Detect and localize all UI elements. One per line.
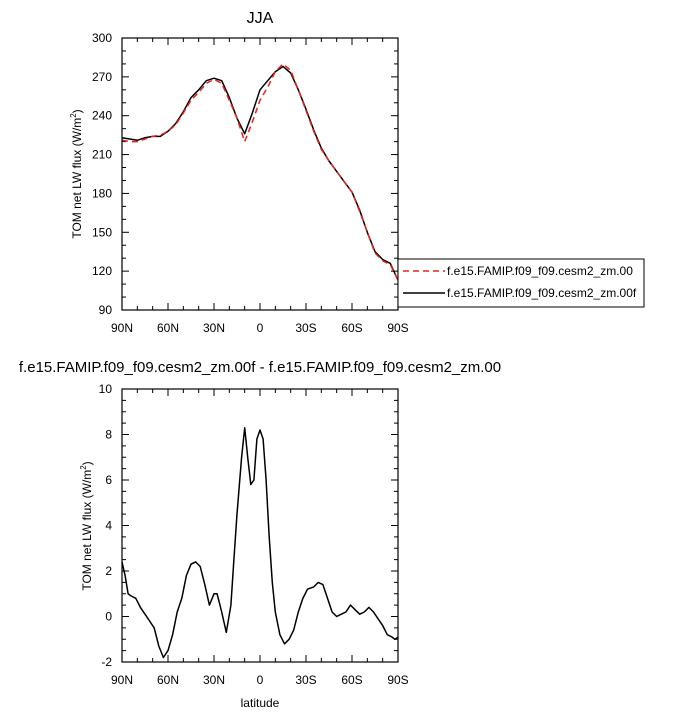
bottom-plot-frame [121, 388, 399, 663]
top-series-lines [121, 63, 399, 281]
top-y-axis-label: TOM net LW flux (W/m2) [69, 109, 84, 238]
top-y-tick-label: 120 [92, 264, 112, 278]
top-y-tick-label: 210 [92, 148, 112, 162]
top-plot-frame [121, 37, 399, 311]
top-x-tick-label: 60N [157, 321, 179, 335]
top-x-tick-label: 60S [341, 321, 362, 335]
top-y-tick-label: 90 [99, 303, 113, 317]
top-y-tick-label: 240 [92, 109, 112, 123]
legend-label-series-2: f.e15.FAMIP.f09_f09.cesm2_zm.00f [447, 286, 637, 300]
bottom-series-line-1 [121, 426, 399, 659]
top-y-tick-label: 300 [92, 31, 112, 45]
bottom-y-tick-label: 10 [99, 382, 113, 396]
top-series-line-2 [121, 65, 399, 281]
bottom-y-tick-label: 2 [105, 564, 112, 578]
bottom-y-tick-label: 8 [105, 428, 112, 442]
bottom-y-tick-label: 6 [105, 473, 112, 487]
bottom-x-tick-label: 60N [157, 673, 179, 687]
legend-box [397, 258, 645, 308]
bottom-x-axis-label: latitude [241, 696, 280, 710]
bottom-axis-ticks: 90N 60N 30N 0 30S 60S 90S -2 0 2 4 6 8 10 [99, 382, 409, 687]
bottom-y-tick-label: -2 [101, 655, 112, 669]
top-y-tick-label: 150 [92, 225, 112, 239]
bottom-x-tick-label: 90S [387, 673, 408, 687]
top-y-tick-label: 180 [92, 186, 112, 200]
bottom-y-tick-label: 4 [105, 519, 112, 533]
bottom-x-tick-label: 0 [257, 673, 264, 687]
top-x-tick-label: 30N [203, 321, 225, 335]
bottom-x-tick-label: 30N [203, 673, 225, 687]
top-panel: JJA 90N 60N 30N 0 30S 60S 90S 90 120 150 180 210 240… [69, 10, 645, 335]
bottom-y-axis-label: TOM net LW flux (W/m2) [79, 461, 94, 590]
top-axis-ticks: 90N 60N 30N 0 30S 60S 90S 90 120 150 180 210 240 270 3… [92, 31, 409, 335]
top-x-tick-label: 0 [257, 321, 264, 335]
legend-label-series-1: f.e15.FAMIP.f09_f09.cesm2_zm.00 [447, 264, 633, 278]
bottom-y-tick-label: 0 [105, 610, 112, 624]
bottom-series-lines [121, 426, 399, 659]
top-chart-title: JJA [247, 10, 274, 27]
bottom-panel: f.e15.FAMIP.f09_f09.cesm2_zm.00f - f.e15… [19, 359, 501, 710]
top-y-tick-label: 270 [92, 70, 112, 84]
bottom-x-tick-label: 90N [111, 673, 133, 687]
top-series-line-1 [121, 63, 399, 281]
top-x-tick-label: 90S [387, 321, 408, 335]
top-legend: f.e15.FAMIP.f09_f09.cesm2_zm.00 f.e15.FA… [397, 258, 645, 308]
bottom-chart-title: f.e15.FAMIP.f09_f09.cesm2_zm.00f - f.e15… [19, 359, 501, 376]
top-x-tick-label: 90N [111, 321, 133, 335]
bottom-x-tick-label: 60S [341, 673, 362, 687]
bottom-x-tick-label: 30S [295, 673, 316, 687]
top-x-tick-label: 30S [295, 321, 316, 335]
